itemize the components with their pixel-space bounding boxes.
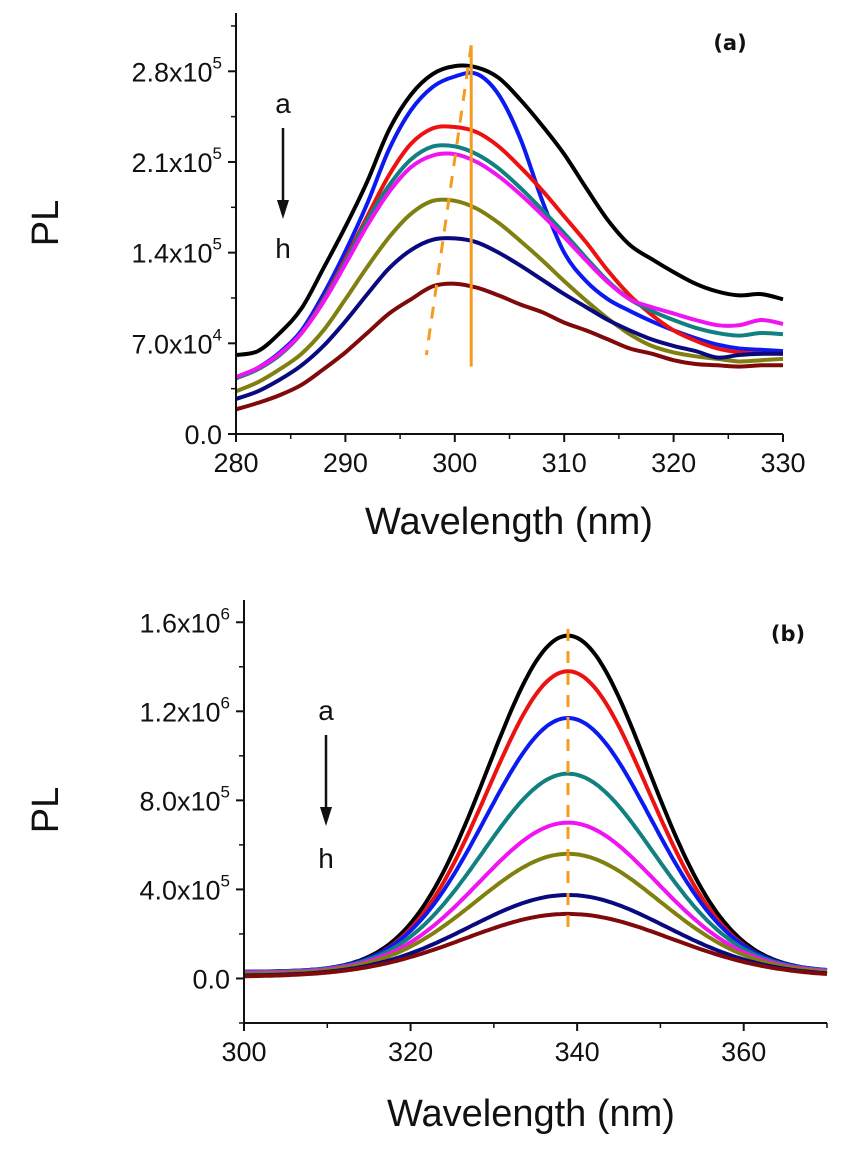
panel-b: 300 320 340 360 0.0 4.0x105 8.0x105 1.2x106 1.6x… bbox=[25, 600, 828, 1135]
series-line-a bbox=[235, 63, 784, 357]
panel-a-reference-lines bbox=[424, 45, 473, 367]
panel-b-annotation-end: h bbox=[318, 843, 334, 874]
panel-b-label: (b) bbox=[771, 622, 805, 646]
panel-b-annotation-start: a bbox=[318, 695, 334, 726]
y-tick-label: 2.8x105 bbox=[131, 53, 222, 87]
x-tick-label: 330 bbox=[760, 448, 805, 478]
x-tick-label: 300 bbox=[221, 1037, 266, 1067]
y-tick-label: 1.2x106 bbox=[139, 693, 230, 727]
panel-b-y-axis-title: PL bbox=[25, 787, 67, 833]
panel-a-curves bbox=[235, 63, 784, 412]
panel-a-y-axis-title: PL bbox=[25, 200, 67, 246]
series-line-g bbox=[243, 893, 828, 978]
x-tick-label: 290 bbox=[323, 448, 368, 478]
panel-a: 280 290 300 310 320 330 0.0 7.0x104 1.4x105 2.1x1… bbox=[25, 13, 806, 543]
x-tick-label: 360 bbox=[721, 1037, 766, 1067]
series-line-e bbox=[235, 151, 784, 379]
series-line-h bbox=[244, 911, 828, 979]
panel-a-ticks: 280 290 300 310 320 330 0.0 7.0x104 1.4x105 2.1x1… bbox=[131, 25, 806, 478]
y-tick-label: 1.4x105 bbox=[131, 235, 222, 269]
panel-b-x-axis-title: Wavelength (nm) bbox=[387, 1093, 675, 1135]
panel-a-arrow-head-icon bbox=[277, 200, 289, 219]
panel-a-annotation-start: a bbox=[275, 88, 291, 119]
series-line-g bbox=[235, 236, 784, 401]
panel-a-annotation-end: h bbox=[275, 233, 291, 264]
x-tick-label: 300 bbox=[432, 448, 477, 478]
x-tick-label: 320 bbox=[651, 448, 696, 478]
y-tick-label: 7.0x104 bbox=[131, 325, 222, 359]
panel-a-x-axis-title: Wavelength (nm) bbox=[365, 501, 653, 543]
x-tick-label: 320 bbox=[388, 1037, 433, 1067]
y-tick-label: 2.1x105 bbox=[131, 144, 222, 178]
y-tick-label: 1.6x106 bbox=[139, 604, 230, 638]
reference-line-dashed bbox=[424, 45, 473, 356]
panel-b-curves bbox=[243, 633, 828, 979]
y-tick-label: 8.0x105 bbox=[139, 782, 230, 816]
series-line-b bbox=[235, 70, 784, 381]
panel-b-ticks: 300 320 340 360 0.0 4.0x105 8.0x105 1.2x106 1.6x… bbox=[139, 604, 828, 1067]
series-line-f bbox=[235, 197, 784, 394]
y-tick-label: 4.0x105 bbox=[139, 871, 230, 905]
y-tick-label: 0.0 bbox=[184, 420, 222, 450]
x-tick-label: 340 bbox=[555, 1037, 600, 1067]
panel-b-arrow-head-icon bbox=[320, 807, 332, 826]
series-line-a bbox=[244, 633, 828, 974]
panel-a-label: (a) bbox=[713, 31, 746, 55]
x-tick-label: 310 bbox=[542, 448, 587, 478]
series-line-h bbox=[235, 281, 784, 412]
x-tick-label: 280 bbox=[213, 448, 258, 478]
y-tick-label: 0.0 bbox=[192, 964, 230, 994]
